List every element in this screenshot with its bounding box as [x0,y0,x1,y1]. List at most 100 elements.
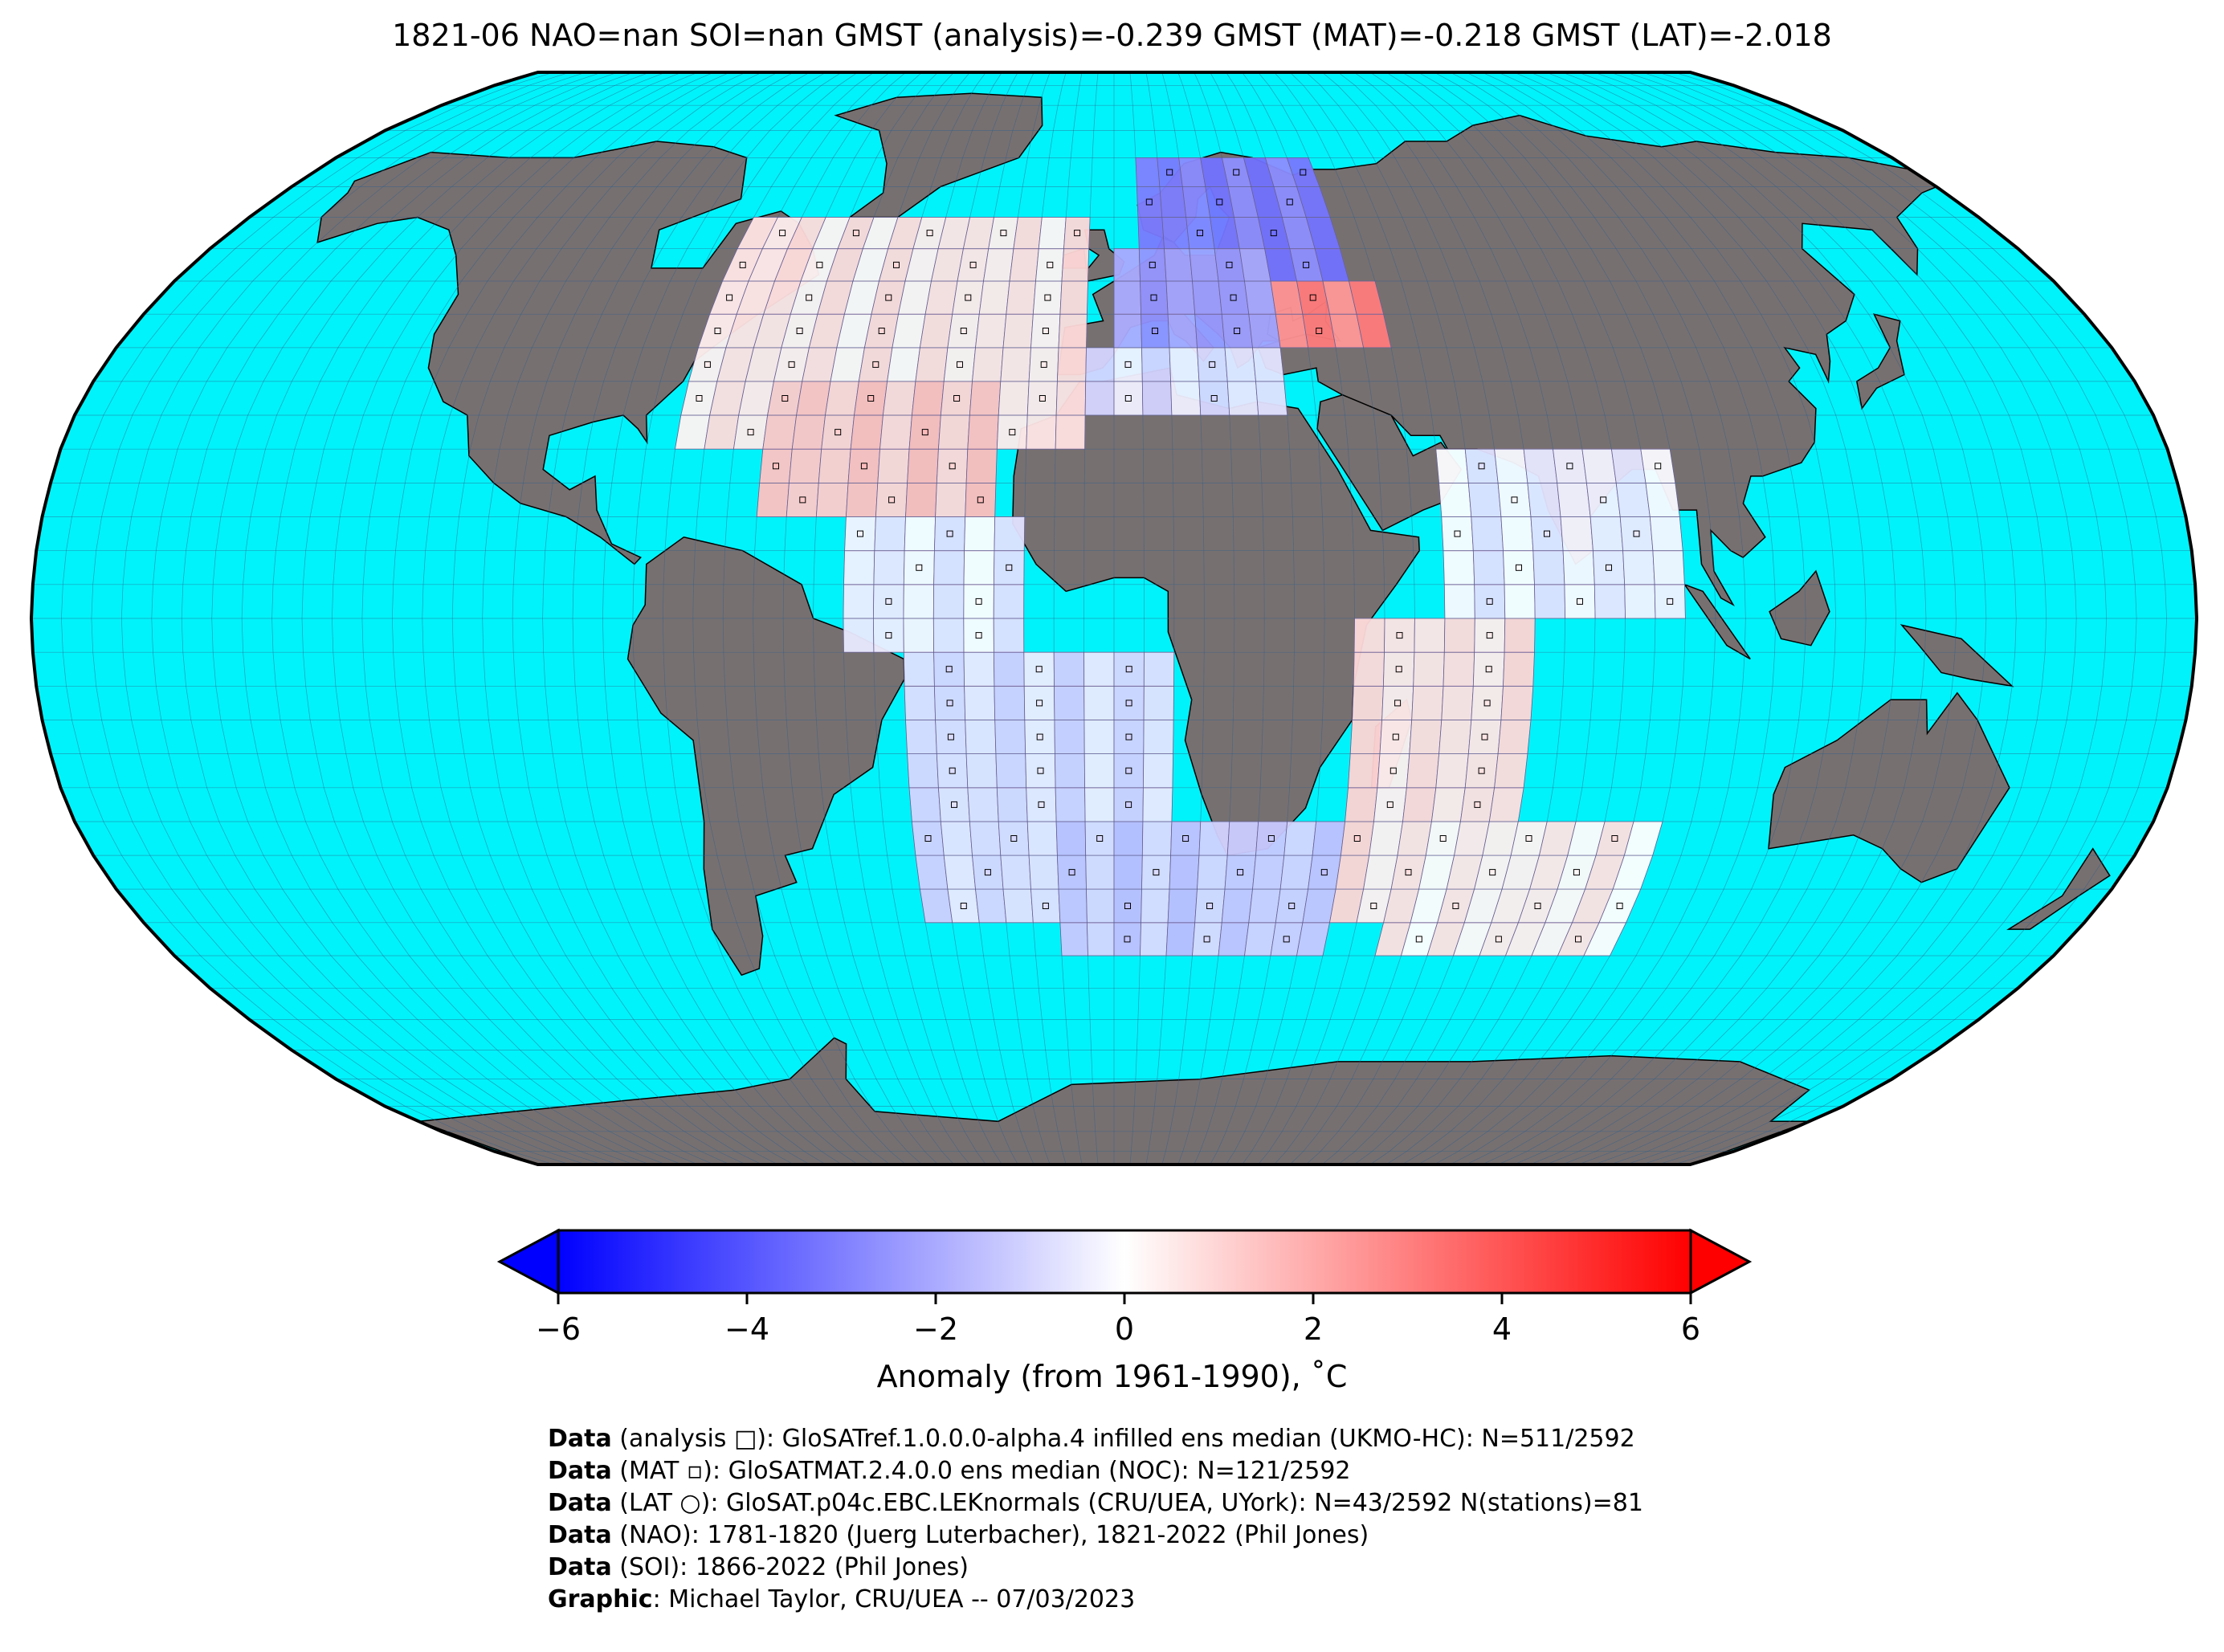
analysis-marker [1230,294,1237,301]
anomaly-cell [993,584,1025,619]
colorbar-extend-max [1689,1228,1753,1295]
credit-key: Data [548,1425,612,1453]
analysis-marker [1525,835,1532,842]
anomaly-cell [1055,381,1087,416]
analysis-marker [1283,936,1290,943]
anomaly-cell [1113,313,1142,349]
anomaly-cell [911,381,945,416]
anomaly-cell [1624,584,1656,619]
analysis-marker [965,294,972,301]
anomaly-cell [1252,347,1285,382]
analysis-marker [872,361,879,368]
analysis-marker [1481,733,1488,740]
anomaly-cell [1244,922,1276,957]
anomaly-cell [1589,516,1624,552]
analysis-marker [835,429,842,436]
anomaly-cell [843,584,875,619]
analysis-marker [975,598,982,605]
analysis-marker [696,395,703,402]
analysis-marker [739,261,746,268]
anomaly-cell [1411,685,1444,720]
anomaly-cell [904,685,937,720]
anomaly-cell [879,414,912,450]
anomaly-cell [1169,347,1200,382]
analysis-marker [924,835,932,842]
anomaly-cell [1610,448,1647,483]
anomaly-cell [1221,888,1253,924]
analysis-marker [1600,496,1607,504]
anomaly-cell [1652,550,1685,585]
anomaly-cell [1409,720,1443,754]
anomaly-cell [1084,381,1115,416]
anomaly-cell [1141,888,1170,924]
analysis-marker [1353,835,1361,842]
anomaly-cell [963,550,995,585]
anomaly-cell [933,550,965,585]
anomaly-cell [1159,186,1187,218]
analysis-marker [1483,700,1491,707]
anomaly-cell [1167,888,1198,924]
anomaly-cell [1058,313,1088,349]
anomaly-cell [1649,516,1683,552]
analysis-marker [946,530,953,537]
anomaly-cell [1353,618,1385,653]
world-map [29,71,2199,1166]
credit-text: (analysis □): GloSATref.1.0.0.0-alpha.4 … [611,1425,1635,1453]
analysis-marker [747,429,754,436]
anomaly-cell [903,618,935,653]
anomaly-cell [1000,855,1031,890]
analysis-marker [1124,903,1131,909]
anomaly-cell [1226,821,1259,856]
anomaly-cell [967,787,999,822]
land-new-guinea [1900,624,2014,687]
analysis-marker [1125,666,1132,673]
anomaly-cell [825,381,859,416]
analysis-marker [1439,835,1447,842]
anomaly-cell [908,787,941,822]
analysis-marker [885,598,892,605]
anomaly-cell [1083,720,1115,754]
anomaly-cell [1006,280,1036,315]
analysis-marker [1667,598,1674,605]
anomaly-cell [788,448,822,483]
land-south-america [626,536,905,977]
anomaly-cell [1224,347,1256,382]
anomaly-cell [1141,821,1173,856]
anomaly-cell [1504,584,1536,619]
analysis-marker [1047,261,1054,268]
anomaly-cell [1054,685,1085,720]
anomaly-cell [1164,248,1193,282]
anomaly-cell [993,618,1025,653]
anomaly-cell [874,516,906,552]
anomaly-cell [1244,280,1276,315]
credit-key: Data [548,1521,612,1549]
analysis-marker [1010,835,1018,842]
anomaly-cell [1141,347,1172,382]
anomaly-cell [1504,618,1536,653]
analysis-marker [949,767,956,774]
anomaly-cell [1467,483,1502,517]
map-outline [29,71,2199,1166]
anomaly-cell [1054,720,1085,754]
credit-line: Data (analysis □): GloSATref.1.0.0.0-alp… [548,1423,1643,1455]
anomaly-cell [1438,720,1472,754]
analysis-marker [1415,936,1422,943]
credit-text: (LAT ○): GloSAT.p04c.EBC.LEKnormals (CRU… [611,1489,1643,1517]
anomaly-cell [1113,821,1144,856]
anomaly-cell [1406,753,1440,789]
analysis-marker [1150,294,1157,301]
credit-line: Data (NAO): 1781-1820 (Juerg Luterbacher… [548,1519,1643,1552]
anomaly-cell [1435,753,1469,789]
anomaly-cell [843,618,875,653]
analysis-marker [1216,198,1223,206]
colorbar-frame [557,1229,1692,1295]
analysis-marker [1316,328,1323,334]
anomaly-cell [815,483,849,517]
analysis-marker [893,261,900,268]
analysis-marker [885,294,892,301]
analysis-marker [1203,936,1210,943]
anomaly-cell [965,720,997,754]
analysis-marker [860,463,867,470]
analysis-marker [960,903,967,909]
analysis-marker [1210,395,1218,402]
